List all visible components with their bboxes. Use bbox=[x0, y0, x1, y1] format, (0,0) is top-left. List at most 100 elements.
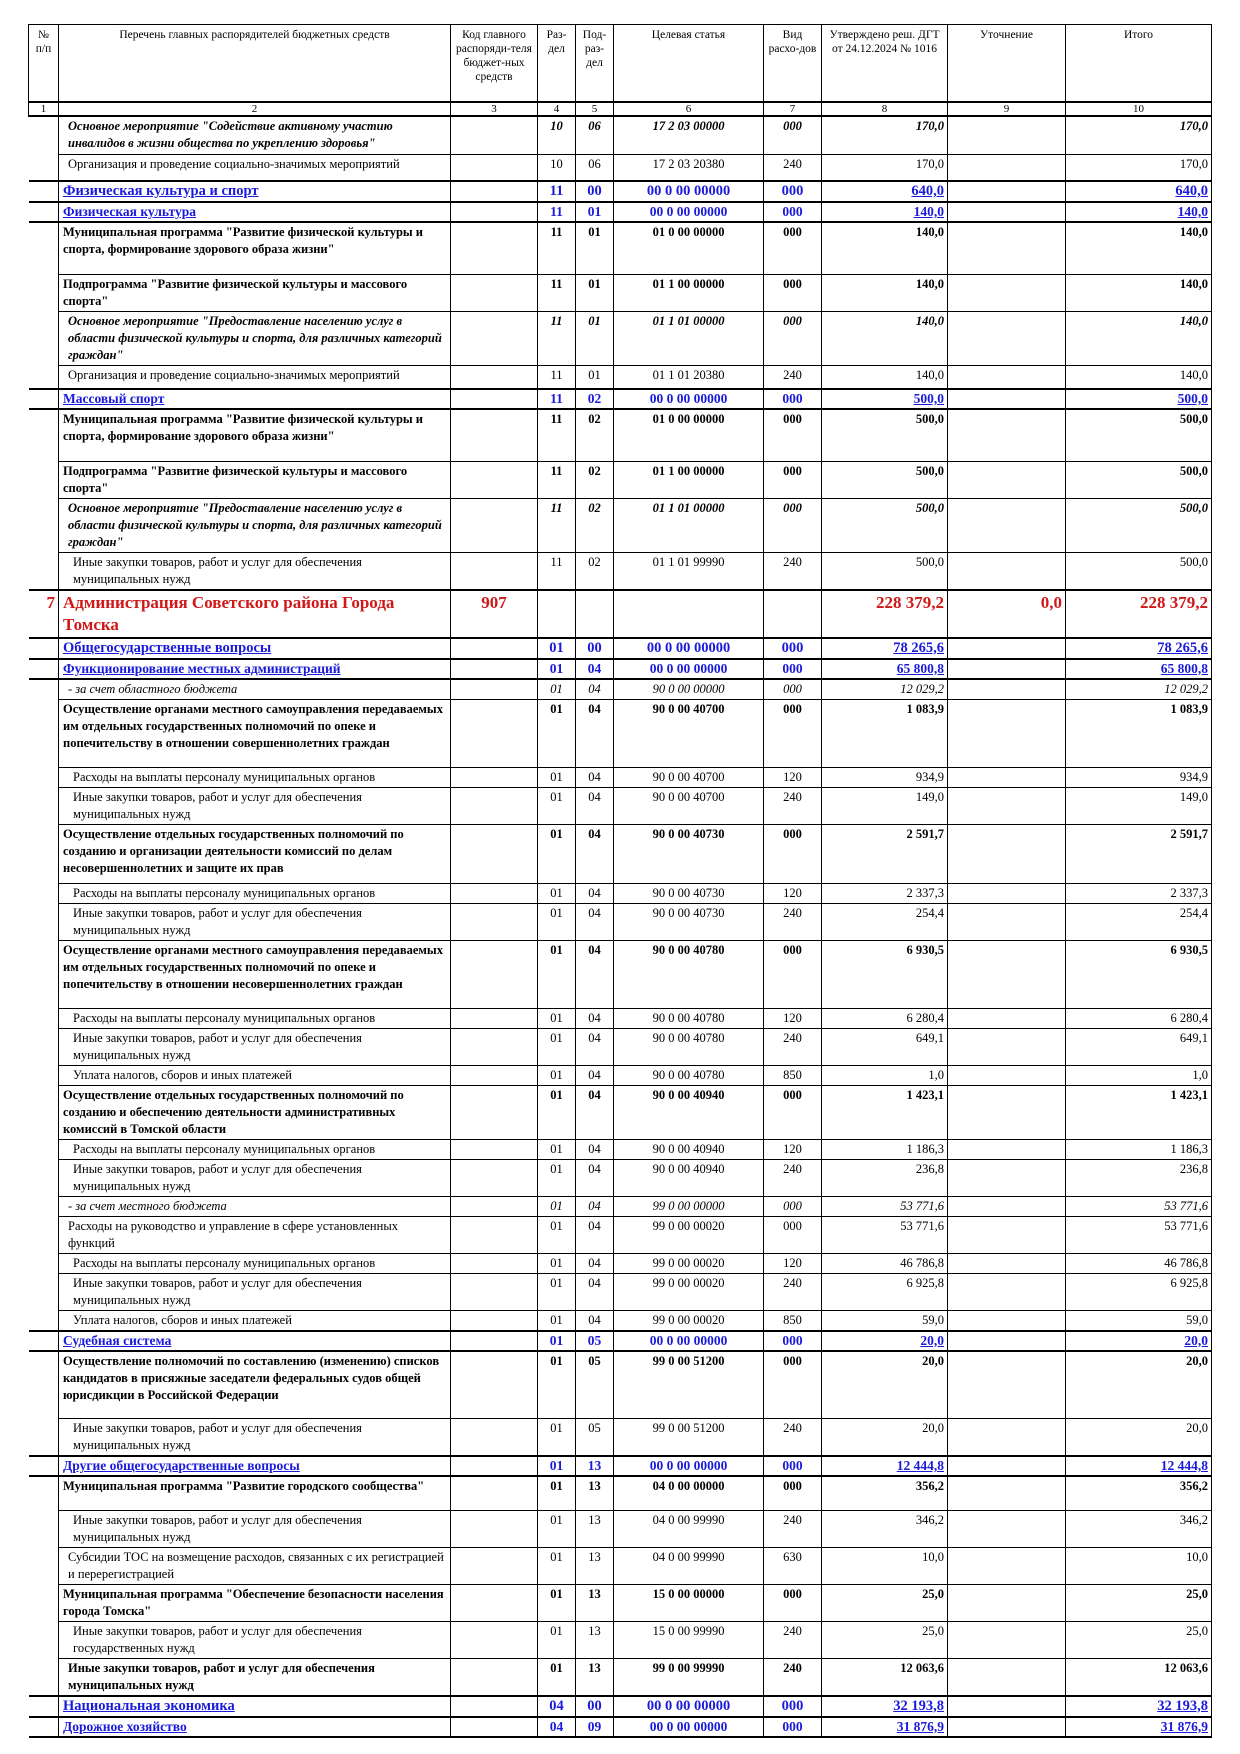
section-code: 01 bbox=[537, 1138, 576, 1160]
row-name: Подпрограмма "Развитие физической культу… bbox=[58, 460, 451, 499]
approved-amount: 500,0 bbox=[821, 408, 948, 462]
total-amount: 934,9 bbox=[1065, 766, 1212, 788]
subsection-code: 00 bbox=[575, 180, 614, 203]
row-name: Судебная система bbox=[58, 1329, 451, 1352]
table-row: Осуществление органами местного самоупра… bbox=[28, 939, 1212, 1009]
table-row: Иные закупки товаров, работ и услуг для … bbox=[28, 1418, 1212, 1457]
target-article: 15 0 00 99990 bbox=[613, 1620, 764, 1659]
adjustment-amount bbox=[947, 1455, 1066, 1477]
section-code: 01 bbox=[537, 766, 576, 788]
grbs-code bbox=[450, 1084, 538, 1140]
subsection-code: 00 bbox=[575, 1694, 614, 1718]
target-article: 00 0 00 00000 bbox=[613, 1455, 764, 1477]
row-name: Расходы на выплаты персоналу муниципальн… bbox=[58, 1252, 451, 1274]
column-header-4: Раз-дел bbox=[537, 24, 576, 103]
adjustment-amount bbox=[947, 310, 1066, 366]
target-article: 99 0 00 51200 bbox=[613, 1350, 764, 1419]
adjustment-amount bbox=[947, 1158, 1066, 1197]
section-code: 01 bbox=[537, 1546, 576, 1585]
total-amount: 6 925,8 bbox=[1065, 1272, 1212, 1311]
row-name: Подпрограмма "Развитие физической культу… bbox=[58, 273, 451, 312]
total-amount: 228 379,2 bbox=[1065, 588, 1212, 638]
adjustment-amount bbox=[947, 882, 1066, 904]
header-row: № п/п Перечень главных распорядителей бюд… bbox=[28, 24, 1212, 103]
target-article: 00 0 00 00000 bbox=[613, 636, 764, 660]
budget-table-page: № п/п Перечень главных распорядителей бюд… bbox=[28, 24, 1212, 1738]
subsection-code: 04 bbox=[575, 939, 614, 1009]
adjustment-amount bbox=[947, 766, 1066, 788]
expense-type: 000 bbox=[763, 1694, 822, 1718]
table-row: Организация и проведение социально-значи… bbox=[28, 153, 1212, 182]
subsection-code: 04 bbox=[575, 1084, 614, 1140]
expense-type: 120 bbox=[763, 1007, 822, 1029]
row-number bbox=[28, 767, 59, 787]
table-row: Подпрограмма "Развитие физической культу… bbox=[28, 460, 1212, 499]
expense-type: 000 bbox=[763, 1329, 822, 1352]
approved-amount: 346,2 bbox=[821, 1509, 948, 1548]
row-number bbox=[28, 636, 59, 660]
column-number-9: 9 bbox=[947, 101, 1066, 117]
section-code: 10 bbox=[537, 153, 576, 182]
row-name: Основное мероприятие "Содействие активно… bbox=[58, 115, 451, 155]
subsection-code: 04 bbox=[575, 1252, 614, 1274]
adjustment-amount bbox=[947, 1027, 1066, 1066]
section-code: 01 bbox=[537, 1007, 576, 1029]
adjustment-amount bbox=[947, 273, 1066, 312]
row-name: Расходы на выплаты персоналу муниципальн… bbox=[58, 1007, 451, 1029]
total-amount: 640,0 bbox=[1065, 180, 1212, 203]
adjustment-amount bbox=[947, 364, 1066, 390]
expense-type: 000 bbox=[763, 1215, 822, 1254]
approved-amount: 1,0 bbox=[821, 1064, 948, 1086]
expense-type: 000 bbox=[763, 388, 822, 410]
table-row: Расходы на руководство и управление в сф… bbox=[28, 1215, 1212, 1254]
table-row: Иные закупки товаров, работ и услуг для … bbox=[28, 1509, 1212, 1548]
grbs-code bbox=[450, 1272, 538, 1311]
adjustment-amount bbox=[947, 1350, 1066, 1419]
table-row: Другие общегосударственные вопросы 01 13 00… bbox=[28, 1455, 1212, 1477]
adjustment-amount bbox=[947, 201, 1066, 223]
row-name: Иные закупки товаров, работ и услуг для … bbox=[58, 1158, 451, 1197]
total-amount: 346,2 bbox=[1065, 1509, 1212, 1548]
section-code: 01 bbox=[537, 882, 576, 904]
adjustment-amount bbox=[947, 1546, 1066, 1585]
approved-amount: 500,0 bbox=[821, 551, 948, 590]
approved-amount: 254,4 bbox=[821, 902, 948, 941]
table-row: Осуществление отдельных государственных … bbox=[28, 1084, 1212, 1140]
total-amount: 1 083,9 bbox=[1065, 698, 1212, 768]
row-name: Осуществление органами местного самоупра… bbox=[58, 698, 451, 768]
section-code: 04 bbox=[537, 1715, 576, 1738]
total-amount: 500,0 bbox=[1065, 551, 1212, 590]
section-code: 01 bbox=[537, 1084, 576, 1140]
grbs-code bbox=[450, 1215, 538, 1254]
expense-type: 850 bbox=[763, 1064, 822, 1086]
adjustment-amount bbox=[947, 153, 1066, 182]
expense-type: 120 bbox=[763, 1138, 822, 1160]
adjustment-amount: 0,0 bbox=[947, 588, 1066, 638]
approved-amount: 25,0 bbox=[821, 1583, 948, 1622]
expense-type: 000 bbox=[763, 310, 822, 366]
adjustment-amount bbox=[947, 1195, 1066, 1217]
table-row: Функционирование местных администраций 01… bbox=[28, 657, 1212, 680]
section-code: 01 bbox=[537, 1350, 576, 1419]
expense-type: 000 bbox=[763, 1350, 822, 1419]
row-name: Осуществление отдельных государственных … bbox=[58, 823, 451, 884]
target-article: 01 1 00 00000 bbox=[613, 273, 764, 312]
row-name: - за счет областного бюджета bbox=[58, 678, 451, 700]
approved-amount: 1 423,1 bbox=[821, 1084, 948, 1140]
table-row: Осуществление органами местного самоупра… bbox=[28, 698, 1212, 768]
total-amount: 31 876,9 bbox=[1065, 1715, 1212, 1738]
column-header-10: Итого bbox=[1065, 24, 1212, 103]
table-row: Физическая культура и спорт 11 00 00 0 00 0… bbox=[28, 180, 1212, 203]
target-article: 17 2 03 20380 bbox=[613, 153, 764, 182]
column-header-6: Целевая статья bbox=[613, 24, 764, 103]
row-number bbox=[28, 201, 59, 223]
approved-amount: 53 771,6 bbox=[821, 1195, 948, 1217]
approved-amount: 65 800,8 bbox=[821, 657, 948, 680]
approved-amount: 140,0 bbox=[821, 310, 948, 366]
row-name: Функционирование местных администраций bbox=[58, 657, 451, 680]
adjustment-amount bbox=[947, 657, 1066, 680]
row-number bbox=[28, 409, 59, 461]
subsection-code: 13 bbox=[575, 1546, 614, 1585]
table-row: Организация и проведение социально-значи… bbox=[28, 364, 1212, 390]
section-code: 10 bbox=[537, 115, 576, 155]
